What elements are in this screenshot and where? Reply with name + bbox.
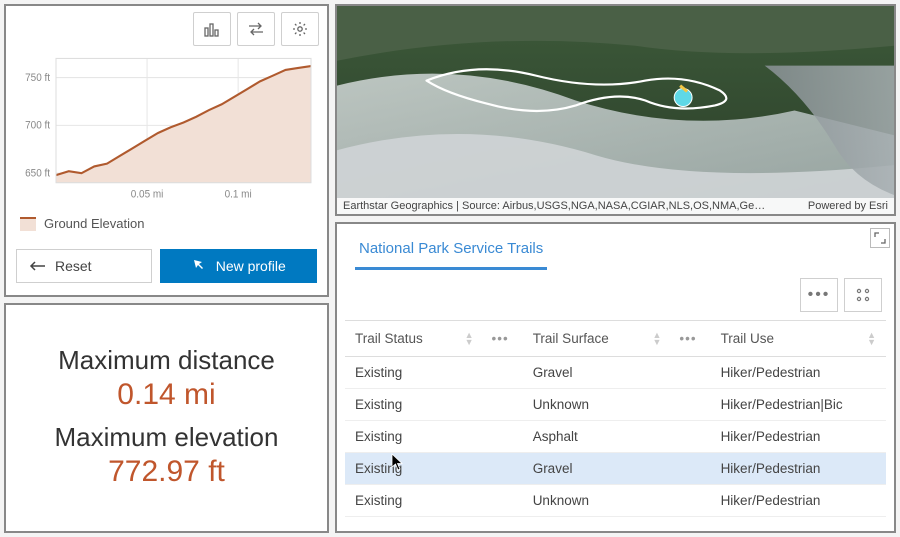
reset-label: Reset xyxy=(55,258,92,274)
table-row[interactable]: ExistingGravelHiker/Pedestrian xyxy=(345,453,886,485)
expand-button[interactable] xyxy=(870,228,890,248)
tab-trails[interactable]: National Park Service Trails xyxy=(355,234,547,270)
cursor-click-icon xyxy=(192,258,208,274)
table-cell: Hiker/Pedestrian xyxy=(711,453,886,485)
table-cell: Gravel xyxy=(523,357,711,389)
stats-panel: Maximum distance 0.14 mi Maximum elevati… xyxy=(4,303,329,533)
max-elevation-label: Maximum elevation xyxy=(55,422,279,453)
legend-swatch xyxy=(20,217,36,231)
chart-type-button[interactable] xyxy=(193,12,231,46)
table-cell: Unknown xyxy=(523,485,711,517)
swap-button[interactable] xyxy=(237,12,275,46)
column-header[interactable]: Trail Status ▲▼ ••• xyxy=(345,321,523,357)
table-cell: Existing xyxy=(345,453,523,485)
sort-icon[interactable]: ▲▼ xyxy=(652,332,661,346)
elevation-toolbar xyxy=(6,6,327,48)
new-profile-label: New profile xyxy=(216,258,286,274)
max-elevation-value: 772.97 ft xyxy=(108,455,225,489)
table-tabs: National Park Service Trails xyxy=(337,224,894,270)
map-panel[interactable]: Earthstar Geographics | Source: Airbus,U… xyxy=(335,4,896,216)
grid-dots-icon xyxy=(855,287,871,303)
table-cell: Gravel xyxy=(523,453,711,485)
table-cell: Existing xyxy=(345,485,523,517)
elevation-profile-panel: 650 ft 700 ft 750 ft 0.05 mi 0.1 mi Ground E… xyxy=(4,4,329,297)
new-profile-button[interactable]: New profile xyxy=(160,249,317,283)
table-cell: Hiker/Pedestrian xyxy=(711,357,886,389)
map-attribution: Earthstar Geographics | Source: Airbus,U… xyxy=(337,198,894,214)
bar-chart-icon xyxy=(203,20,221,38)
column-menu-icon[interactable]: ••• xyxy=(488,331,513,346)
arrow-left-icon xyxy=(29,259,47,273)
attribution-source: Earthstar Geographics | Source: Airbus,U… xyxy=(343,200,765,212)
gear-icon xyxy=(291,20,309,38)
svg-text:0.1 mi: 0.1 mi xyxy=(225,189,252,200)
max-distance-value: 0.14 mi xyxy=(117,378,215,412)
map-terrain xyxy=(337,6,894,215)
svg-text:750 ft: 750 ft xyxy=(25,72,50,83)
table-row[interactable]: ExistingUnknownHiker/Pedestrian|Bic xyxy=(345,389,886,421)
svg-text:650 ft: 650 ft xyxy=(25,168,50,179)
sort-icon[interactable]: ▲▼ xyxy=(465,332,474,346)
sort-icon[interactable]: ▲▼ xyxy=(867,332,876,346)
column-label: Trail Surface xyxy=(533,331,609,346)
expand-icon xyxy=(874,232,886,244)
table-panel: National Park Service Trails ••• Trail S… xyxy=(335,222,896,533)
ellipsis-icon: ••• xyxy=(808,286,831,304)
column-header[interactable]: Trail Use ▲▼ xyxy=(711,321,886,357)
table-cell: Hiker/Pedestrian xyxy=(711,421,886,453)
column-header[interactable]: Trail Surface ▲▼ ••• xyxy=(523,321,711,357)
table-row[interactable]: ExistingUnknownHiker/Pedestrian xyxy=(345,485,886,517)
swap-icon xyxy=(247,20,265,38)
max-distance-label: Maximum distance xyxy=(58,345,275,376)
svg-text:0.05 mi: 0.05 mi xyxy=(131,189,164,200)
chart-legend: Ground Elevation xyxy=(6,206,327,241)
svg-text:700 ft: 700 ft xyxy=(25,120,50,131)
reset-button[interactable]: Reset xyxy=(16,249,152,283)
table-cell: Hiker/Pedestrian|Bic xyxy=(711,389,886,421)
elevation-chart: 650 ft 700 ft 750 ft 0.05 mi 0.1 mi xyxy=(6,48,327,206)
legend-label: Ground Elevation xyxy=(44,216,144,231)
column-menu-icon[interactable]: ••• xyxy=(675,331,700,346)
table-cell: Hiker/Pedestrian xyxy=(711,485,886,517)
settings-button[interactable] xyxy=(281,12,319,46)
table-cell: Existing xyxy=(345,421,523,453)
table-menu-button[interactable]: ••• xyxy=(800,278,838,312)
table-cell: Existing xyxy=(345,357,523,389)
table-row[interactable]: ExistingGravelHiker/Pedestrian xyxy=(345,357,886,389)
table-cell: Unknown xyxy=(523,389,711,421)
column-label: Trail Use xyxy=(721,331,775,346)
table-cell: Asphalt xyxy=(523,421,711,453)
table-cell: Existing xyxy=(345,389,523,421)
column-label: Trail Status xyxy=(355,331,423,346)
table-row[interactable]: ExistingAsphaltHiker/Pedestrian xyxy=(345,421,886,453)
attribution-powered: Powered by Esri xyxy=(808,200,888,212)
table-grid-button[interactable] xyxy=(844,278,882,312)
data-table: Trail Status▲▼•••Trail Surface▲▼•••Trail… xyxy=(345,320,886,531)
table-toolbar: ••• xyxy=(337,270,894,320)
